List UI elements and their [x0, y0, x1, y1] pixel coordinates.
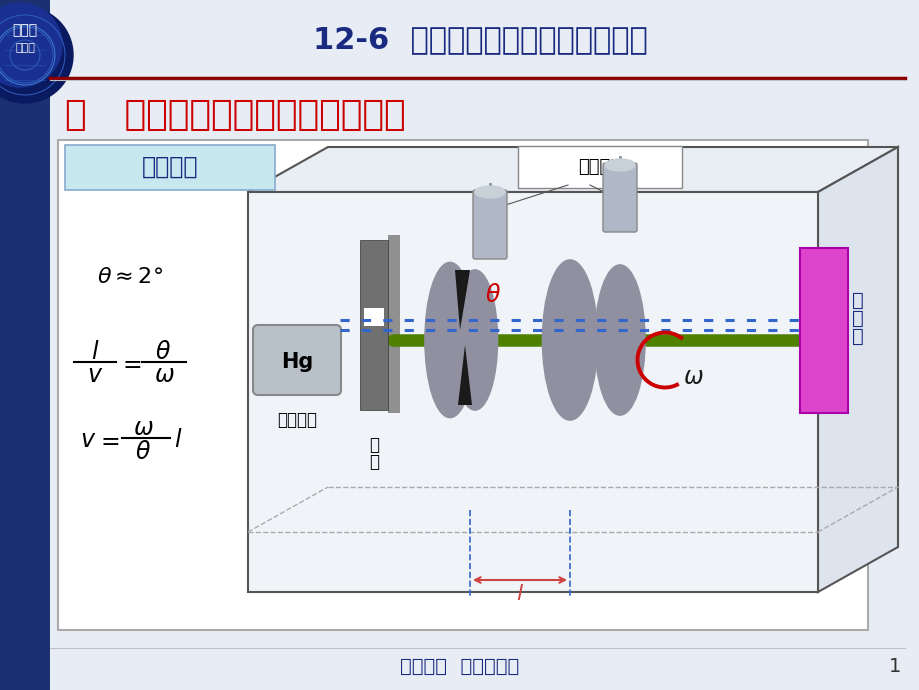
- FancyBboxPatch shape: [472, 190, 506, 259]
- Text: $l$: $l$: [174, 428, 182, 452]
- Text: 一   测定气体分子速率分布的实验: 一 测定气体分子速率分布的实验: [65, 98, 405, 132]
- Polygon shape: [458, 345, 471, 405]
- Text: $\theta \approx 2°$: $\theta \approx 2°$: [96, 268, 163, 288]
- FancyBboxPatch shape: [517, 146, 681, 188]
- Ellipse shape: [425, 262, 474, 417]
- Text: 狭: 狭: [369, 436, 379, 454]
- Text: $v$: $v$: [86, 363, 103, 387]
- FancyBboxPatch shape: [253, 325, 341, 395]
- FancyBboxPatch shape: [248, 192, 817, 592]
- Text: $\omega$: $\omega$: [132, 416, 153, 440]
- Polygon shape: [817, 147, 897, 592]
- Text: $\theta$: $\theta$: [484, 284, 501, 306]
- Text: 1: 1: [888, 656, 901, 676]
- Text: 接抽气泵: 接抽气泵: [578, 158, 621, 176]
- FancyBboxPatch shape: [65, 145, 275, 190]
- Ellipse shape: [474, 186, 505, 198]
- Text: $\omega$: $\omega$: [153, 363, 175, 387]
- Text: $l$: $l$: [91, 340, 99, 364]
- Circle shape: [0, 3, 62, 87]
- FancyBboxPatch shape: [602, 163, 636, 232]
- FancyBboxPatch shape: [50, 648, 919, 690]
- Circle shape: [0, 7, 73, 103]
- Text: 屏: 屏: [851, 326, 863, 346]
- Text: 物理学: 物理学: [13, 23, 38, 37]
- Text: $\theta$: $\theta$: [135, 440, 151, 464]
- Ellipse shape: [605, 159, 634, 171]
- FancyBboxPatch shape: [50, 0, 919, 78]
- Text: $=$: $=$: [118, 351, 142, 375]
- Text: 12-6  麦克斯韦气体分子速率分布律: 12-6 麦克斯韦气体分子速率分布律: [312, 26, 647, 55]
- Ellipse shape: [542, 260, 596, 420]
- Text: 实验装置: 实验装置: [142, 155, 198, 179]
- Text: Hg: Hg: [280, 352, 312, 372]
- Polygon shape: [248, 147, 897, 192]
- FancyBboxPatch shape: [58, 140, 867, 630]
- FancyBboxPatch shape: [388, 235, 400, 413]
- Ellipse shape: [595, 265, 644, 415]
- Text: 金属蒸气: 金属蒸气: [277, 411, 317, 429]
- FancyBboxPatch shape: [364, 308, 383, 326]
- Text: 显: 显: [851, 290, 863, 310]
- Text: $l$: $l$: [516, 584, 524, 606]
- Text: 缝: 缝: [369, 453, 379, 471]
- Text: $=$: $=$: [96, 428, 119, 452]
- Text: $v$: $v$: [80, 428, 96, 452]
- FancyBboxPatch shape: [800, 248, 847, 413]
- Ellipse shape: [452, 270, 497, 410]
- Text: $\omega$: $\omega$: [682, 366, 703, 389]
- Text: 第十二章  气体动理论: 第十二章 气体动理论: [400, 656, 519, 676]
- FancyBboxPatch shape: [0, 0, 50, 690]
- Text: 示: 示: [851, 308, 863, 328]
- Text: $\theta$: $\theta$: [154, 340, 171, 364]
- FancyBboxPatch shape: [359, 240, 388, 410]
- Polygon shape: [455, 270, 470, 330]
- Text: 第五版: 第五版: [15, 43, 35, 53]
